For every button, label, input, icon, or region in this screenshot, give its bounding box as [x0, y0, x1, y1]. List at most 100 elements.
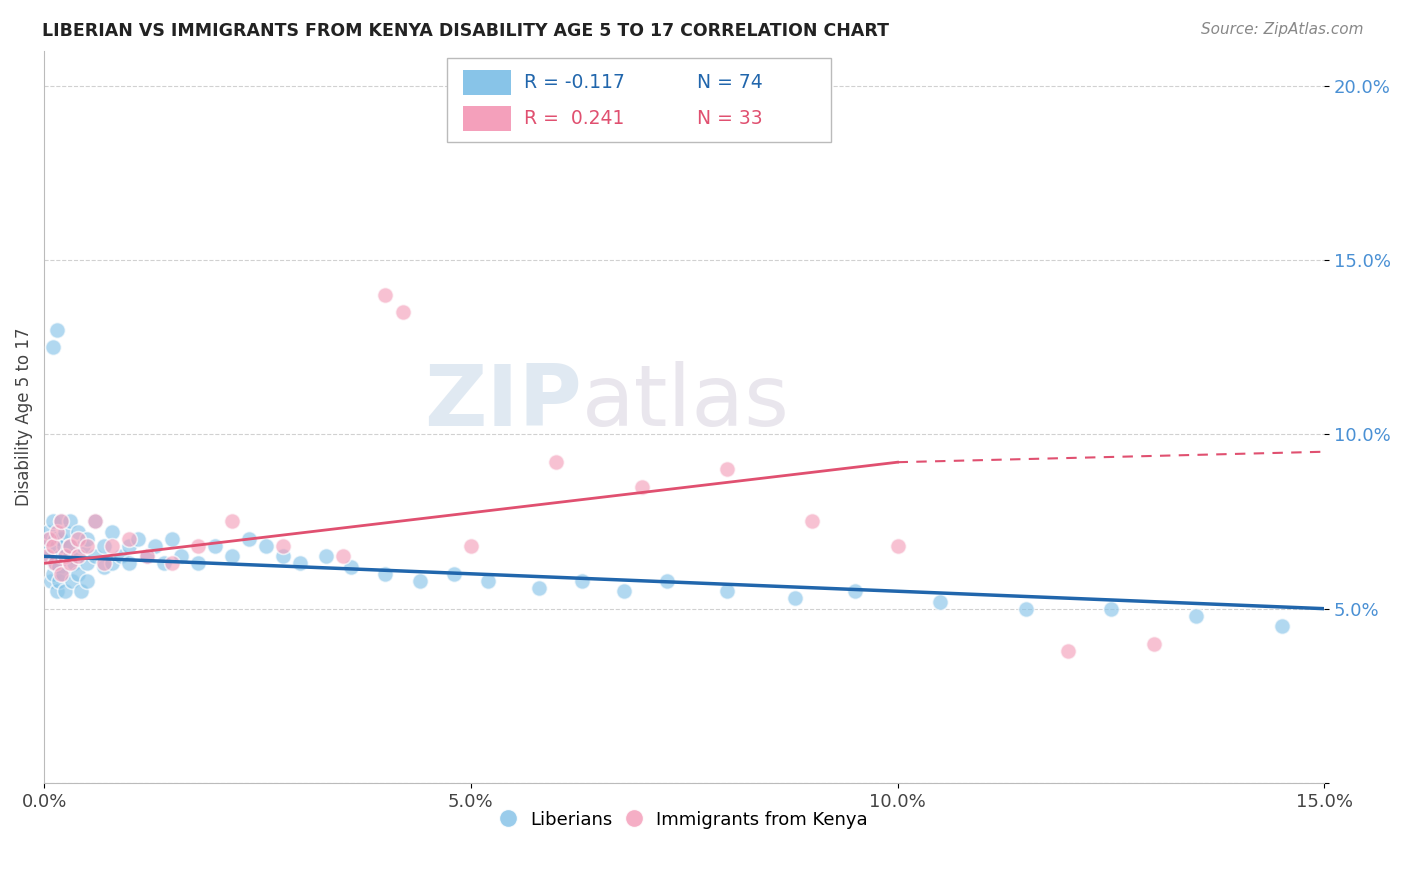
Point — [118, 557, 141, 571]
Point — [1057, 643, 1080, 657]
Point — [110, 549, 132, 564]
Point — [221, 549, 243, 564]
Point — [55, 549, 77, 564]
Point — [254, 539, 277, 553]
Point — [45, 584, 67, 599]
Point — [44, 532, 66, 546]
Point — [69, 584, 91, 599]
Point — [55, 584, 77, 599]
Point — [716, 462, 738, 476]
Point — [374, 566, 396, 581]
Point — [60, 574, 83, 588]
Point — [55, 524, 77, 539]
Point — [135, 549, 157, 564]
Point — [408, 574, 430, 588]
Point — [152, 557, 174, 571]
Point — [844, 584, 866, 599]
Point — [785, 591, 807, 606]
Legend: Liberians, Immigrants from Kenya: Liberians, Immigrants from Kenya — [494, 804, 875, 837]
Point — [271, 539, 294, 553]
Text: N = 33: N = 33 — [697, 109, 762, 128]
Point — [315, 549, 337, 564]
Point — [1014, 601, 1036, 615]
Point — [801, 515, 824, 529]
Point — [76, 539, 98, 553]
Text: R =  0.241: R = 0.241 — [524, 109, 624, 128]
Bar — [463, 70, 512, 95]
Point — [135, 549, 157, 564]
Point — [44, 557, 66, 571]
Point — [1271, 619, 1294, 633]
Point — [101, 524, 124, 539]
Point — [630, 480, 652, 494]
Point — [160, 532, 183, 546]
Point — [84, 515, 107, 529]
Point — [48, 559, 70, 574]
Point — [929, 595, 952, 609]
Point — [41, 515, 63, 529]
Point — [63, 557, 86, 571]
Point — [716, 584, 738, 599]
Point — [37, 524, 59, 539]
Point — [45, 539, 67, 553]
Point — [72, 539, 94, 553]
Point — [76, 557, 98, 571]
Point — [67, 532, 90, 546]
Point — [59, 515, 82, 529]
Point — [443, 566, 465, 581]
Point — [52, 539, 75, 553]
Point — [45, 524, 67, 539]
Point — [35, 549, 58, 564]
Point — [45, 323, 67, 337]
Point — [51, 566, 73, 581]
Bar — [447, 58, 831, 142]
Point — [391, 305, 413, 319]
Point — [76, 574, 98, 588]
Point — [41, 340, 63, 354]
Point — [59, 539, 82, 553]
Point — [118, 539, 141, 553]
Point — [1142, 636, 1164, 650]
Point — [35, 539, 58, 553]
Point — [84, 515, 107, 529]
Point — [143, 539, 166, 553]
Text: ZIP: ZIP — [425, 360, 582, 443]
Point — [546, 455, 568, 469]
Point — [51, 515, 73, 529]
Point — [571, 574, 593, 588]
Point — [527, 581, 550, 595]
Point — [187, 557, 209, 571]
Point — [340, 559, 363, 574]
Point — [67, 549, 90, 564]
Point — [67, 566, 90, 581]
Point — [271, 549, 294, 564]
Point — [67, 549, 90, 564]
Point — [613, 584, 636, 599]
Text: LIBERIAN VS IMMIGRANTS FROM KENYA DISABILITY AGE 5 TO 17 CORRELATION CHART: LIBERIAN VS IMMIGRANTS FROM KENYA DISABI… — [42, 22, 889, 40]
Point — [374, 287, 396, 301]
Point — [187, 539, 209, 553]
Point — [59, 539, 82, 553]
Point — [127, 532, 149, 546]
Point — [84, 549, 107, 564]
Point — [59, 549, 82, 564]
Point — [160, 557, 183, 571]
Point — [41, 566, 63, 581]
Point — [886, 539, 908, 553]
Point — [118, 532, 141, 546]
Point — [38, 532, 60, 546]
Point — [51, 515, 73, 529]
Point — [460, 539, 482, 553]
Point — [76, 532, 98, 546]
Point — [101, 557, 124, 571]
Point — [93, 559, 115, 574]
Point — [477, 574, 499, 588]
Point — [221, 515, 243, 529]
Point — [67, 524, 90, 539]
Point — [39, 574, 62, 588]
Point — [204, 539, 226, 553]
Y-axis label: Disability Age 5 to 17: Disability Age 5 to 17 — [15, 327, 32, 506]
Point — [332, 549, 354, 564]
Point — [238, 532, 260, 546]
Point — [169, 549, 191, 564]
